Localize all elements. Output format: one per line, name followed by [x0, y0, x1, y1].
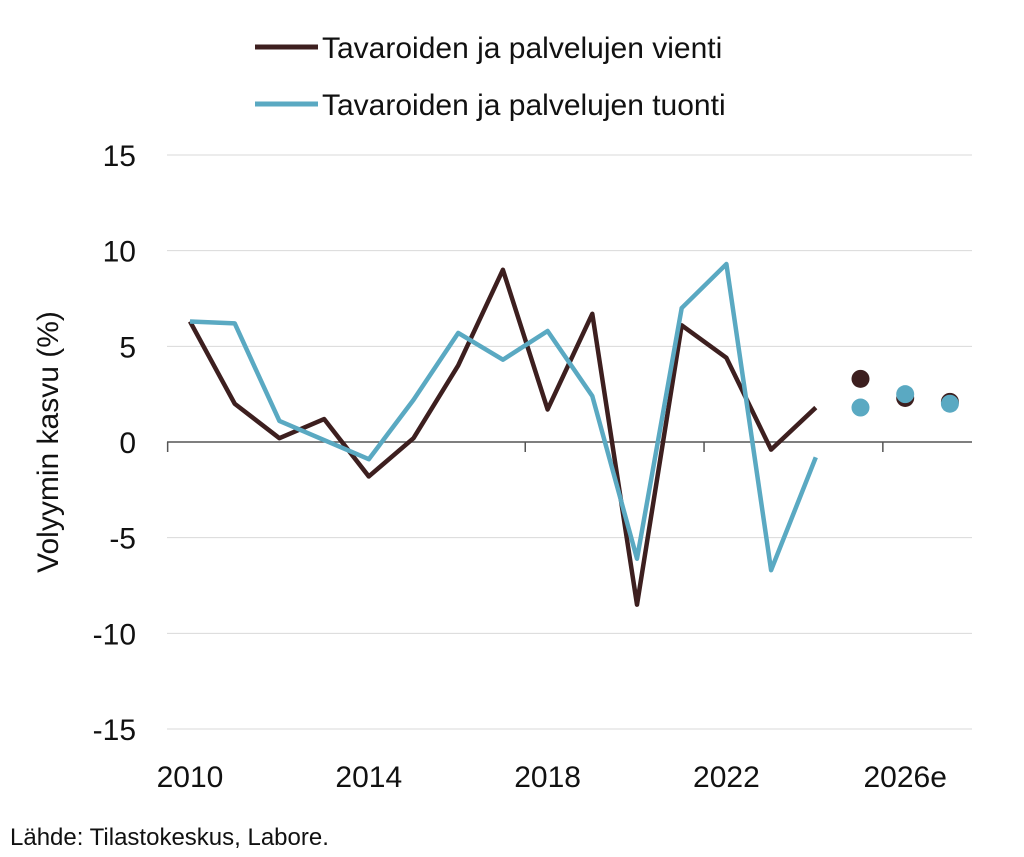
y-tick-label: -5: [109, 523, 136, 556]
x-tick-label: 2018: [514, 761, 581, 794]
x-tick-label: 2010: [157, 761, 224, 794]
x-tick-label: 2022: [693, 761, 760, 794]
y-axis-label: Volyymin kasvu (%): [32, 311, 65, 573]
forecast-point-tuonti: [851, 398, 870, 417]
forecast-point-tuonti: [940, 394, 959, 413]
x-tick-label: 2026e: [863, 761, 946, 794]
y-tick-label: 5: [119, 331, 136, 364]
y-tick-label: 10: [103, 236, 136, 269]
y-tick-label: -15: [93, 714, 136, 747]
source-note: Lähde: Tilastokeskus, Labore.: [10, 824, 329, 851]
y-tick-label: -10: [93, 618, 136, 651]
series-line-vienti: [188, 267, 818, 607]
legend-label: Tavaroiden ja palvelujen vienti: [322, 32, 722, 65]
y-tick-label: 15: [103, 140, 136, 173]
y-tick-label: 0: [119, 427, 136, 460]
forecast-point-tuonti: [896, 385, 915, 404]
forecast-point-vienti: [851, 369, 870, 388]
legend-label: Tavaroiden ja palvelujen tuonti: [322, 89, 726, 122]
x-tick-label: 2014: [335, 761, 402, 794]
series-line-tuonti: [189, 261, 818, 573]
